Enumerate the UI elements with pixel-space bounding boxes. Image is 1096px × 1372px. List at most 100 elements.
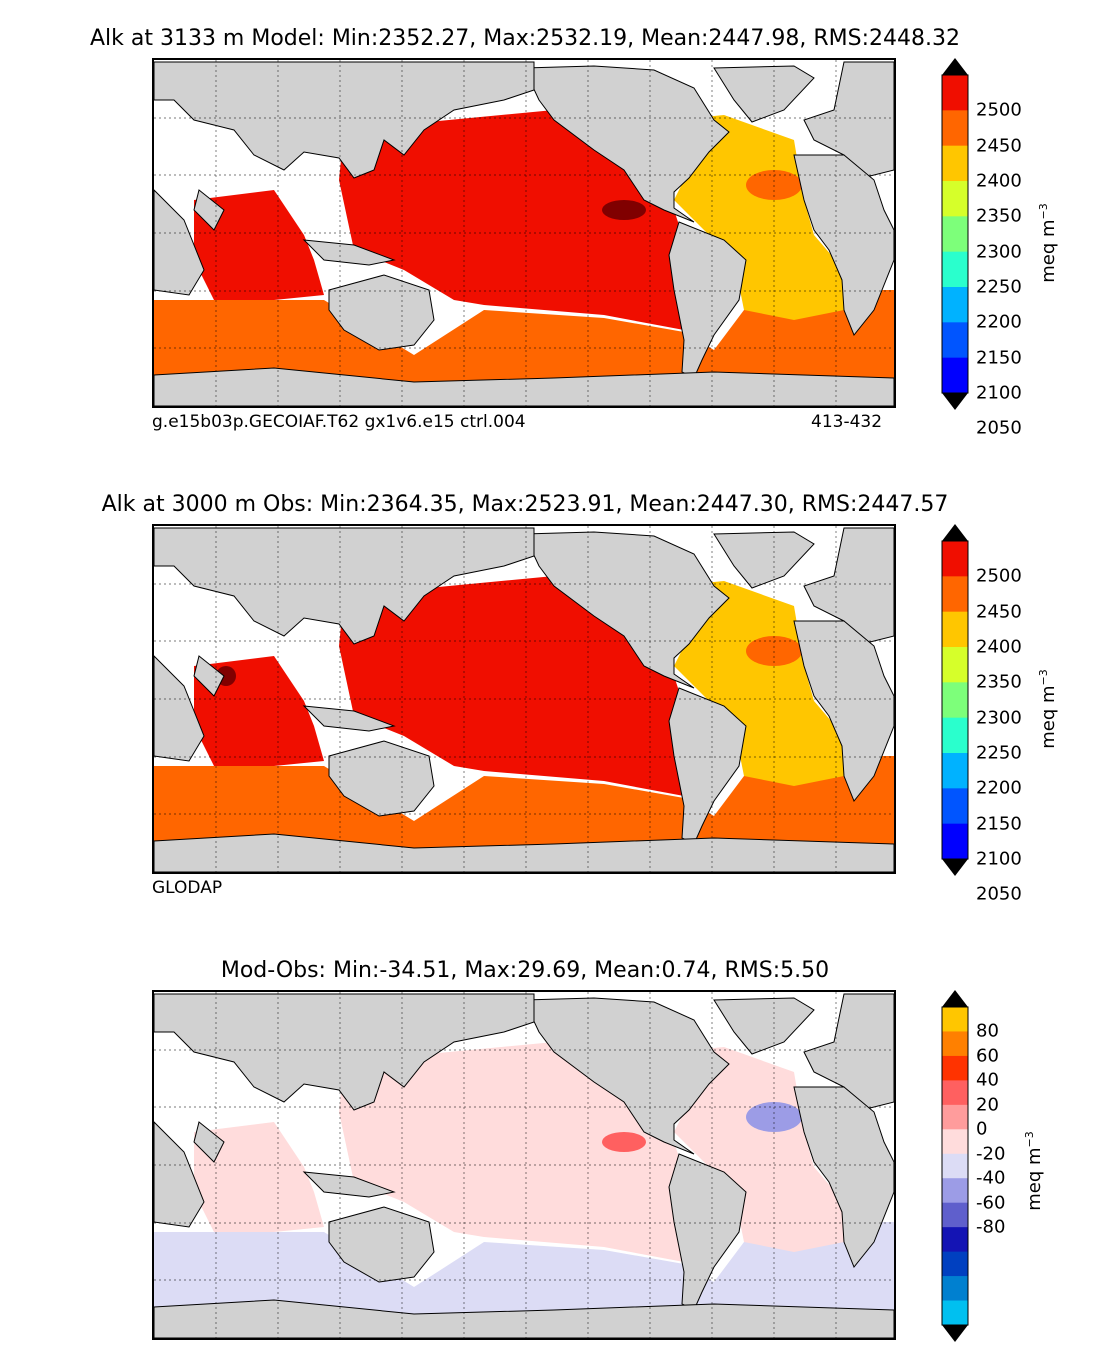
map-frame xyxy=(152,524,896,874)
colorbar-tick-label: 2200 xyxy=(976,311,1022,333)
colorbar xyxy=(941,524,969,876)
colorbar-top-arrow xyxy=(942,524,968,541)
map-frame xyxy=(152,58,896,408)
colorbar-bin xyxy=(942,647,968,683)
colorbar-tick-label: 2450 xyxy=(976,601,1022,623)
colorbar-bin xyxy=(942,1080,968,1106)
colorbar-tick-label: 60 xyxy=(976,1045,999,1067)
colorbar-bin xyxy=(942,1031,968,1057)
australia-land xyxy=(328,274,435,351)
africa-land xyxy=(154,189,205,296)
map-svg xyxy=(154,992,894,1338)
hotspot-patch xyxy=(602,1132,646,1152)
india-land xyxy=(193,1121,225,1163)
colorbar-bin xyxy=(942,75,968,111)
colorbar-bin xyxy=(942,788,968,825)
greenland-land xyxy=(713,65,815,123)
colorbar-tick-label: 2250 xyxy=(976,742,1022,764)
colorbar-svg xyxy=(941,990,969,1342)
colorbar-bottom-arrow xyxy=(942,1325,968,1342)
antarctica-land xyxy=(154,367,894,406)
footer-left: GLODAP xyxy=(152,878,223,898)
colorbar-tick-label: -40 xyxy=(976,1167,1006,1189)
indonesia-land xyxy=(302,1171,396,1198)
colorbar-top-arrow xyxy=(942,990,968,1007)
north-america-land xyxy=(523,65,730,223)
colorbar-bottom-arrow xyxy=(942,393,968,410)
colorbar-top-arrow xyxy=(942,58,968,75)
colorbar-bin xyxy=(942,576,968,613)
colorbar-bin xyxy=(942,145,968,182)
panel-title: Alk at 3000 m Obs: Min:2364.35, Max:2523… xyxy=(101,492,949,517)
atlantic-field xyxy=(674,581,844,786)
colorbar-bin xyxy=(942,823,968,860)
colorbar-tick-label: 2400 xyxy=(976,636,1022,658)
colorbar-bin xyxy=(942,1227,968,1253)
colorbar-bin xyxy=(942,1300,968,1326)
antarctica-land xyxy=(154,833,894,872)
pacific-field xyxy=(339,1042,684,1262)
colorbar-svg xyxy=(941,524,969,876)
colorbar-tick-label: 2050 xyxy=(976,883,1022,905)
panel-title: Mod-Obs: Min:-34.51, Max:29.69, Mean:0.7… xyxy=(220,958,830,983)
gridlines xyxy=(154,60,894,406)
colorbar-bin xyxy=(942,181,968,217)
colorbar-tick-label: 2350 xyxy=(976,671,1022,693)
colorbar-bin xyxy=(942,717,968,754)
footer-right: 413-432 xyxy=(811,412,883,432)
north-america-land xyxy=(523,531,730,689)
indonesia-land xyxy=(302,239,396,266)
units-label: meq m−3 xyxy=(1036,669,1059,749)
colorbar-bin xyxy=(942,251,968,288)
colorbar-bin xyxy=(942,753,968,789)
greenland-land xyxy=(713,531,815,589)
footer-left: g.e15b03p.GECOIAF.T62 gx1v6.e15 ctrl.004 xyxy=(152,412,526,432)
africa-east-land xyxy=(793,154,894,336)
colorbar-bin xyxy=(942,1104,968,1130)
colorbar-svg xyxy=(941,58,969,410)
colorbar-tick-label: 2350 xyxy=(976,205,1022,227)
atlantic-field xyxy=(674,1047,844,1252)
colorbar-bottom-arrow xyxy=(942,859,968,876)
colorbar-tick-label: 2150 xyxy=(976,813,1022,835)
europe-asia-land xyxy=(154,993,535,1111)
south-america-land xyxy=(668,687,747,845)
colorbar-tick-label: 80 xyxy=(976,1020,999,1042)
colorbar-tick-label: 40 xyxy=(976,1069,999,1091)
units-label: meq m−3 xyxy=(1036,203,1059,283)
colorbar-tick-label: 2050 xyxy=(976,417,1022,439)
colorbar-outline xyxy=(941,74,969,394)
colorbar-bin xyxy=(942,216,968,253)
indian-field xyxy=(194,1122,324,1232)
north-america-land xyxy=(523,997,730,1155)
australia-land xyxy=(328,1206,435,1283)
colorbar-bin xyxy=(942,1153,968,1179)
colorbar-bin xyxy=(942,541,968,577)
colorbar-tick-label: -80 xyxy=(976,1216,1006,1238)
colorbar-bin xyxy=(942,1251,968,1277)
gridlines xyxy=(154,526,894,872)
panel-title: Alk at 3133 m Model: Min:2352.27, Max:25… xyxy=(89,26,961,51)
antarctica-land xyxy=(154,1299,894,1338)
colorbar-tick-label: -20 xyxy=(976,1143,1006,1165)
colorbar-bin xyxy=(942,322,968,359)
pacific-field xyxy=(339,576,684,796)
colorbar-tick-label: 2250 xyxy=(976,276,1022,298)
map-svg xyxy=(154,526,894,872)
colorbar-bin xyxy=(942,357,968,394)
colorbar-outline xyxy=(941,540,969,860)
colorbar xyxy=(941,990,969,1342)
colorbar-tick-label: -60 xyxy=(976,1192,1006,1214)
map-svg xyxy=(154,60,894,406)
gridlines xyxy=(154,992,894,1338)
colorbar-bin xyxy=(942,1129,968,1155)
colorbar-tick-label: 2300 xyxy=(976,241,1022,263)
atlantic-field xyxy=(674,115,844,320)
south-america-land xyxy=(668,221,747,379)
africa-east-land xyxy=(793,1086,894,1268)
colorbar-tick-label: 2150 xyxy=(976,347,1022,369)
europe-asia-land xyxy=(154,527,535,645)
colorbar-bin xyxy=(942,1007,968,1032)
africa-east-land xyxy=(793,620,894,802)
colorbar-tick-label: 0 xyxy=(976,1118,988,1140)
